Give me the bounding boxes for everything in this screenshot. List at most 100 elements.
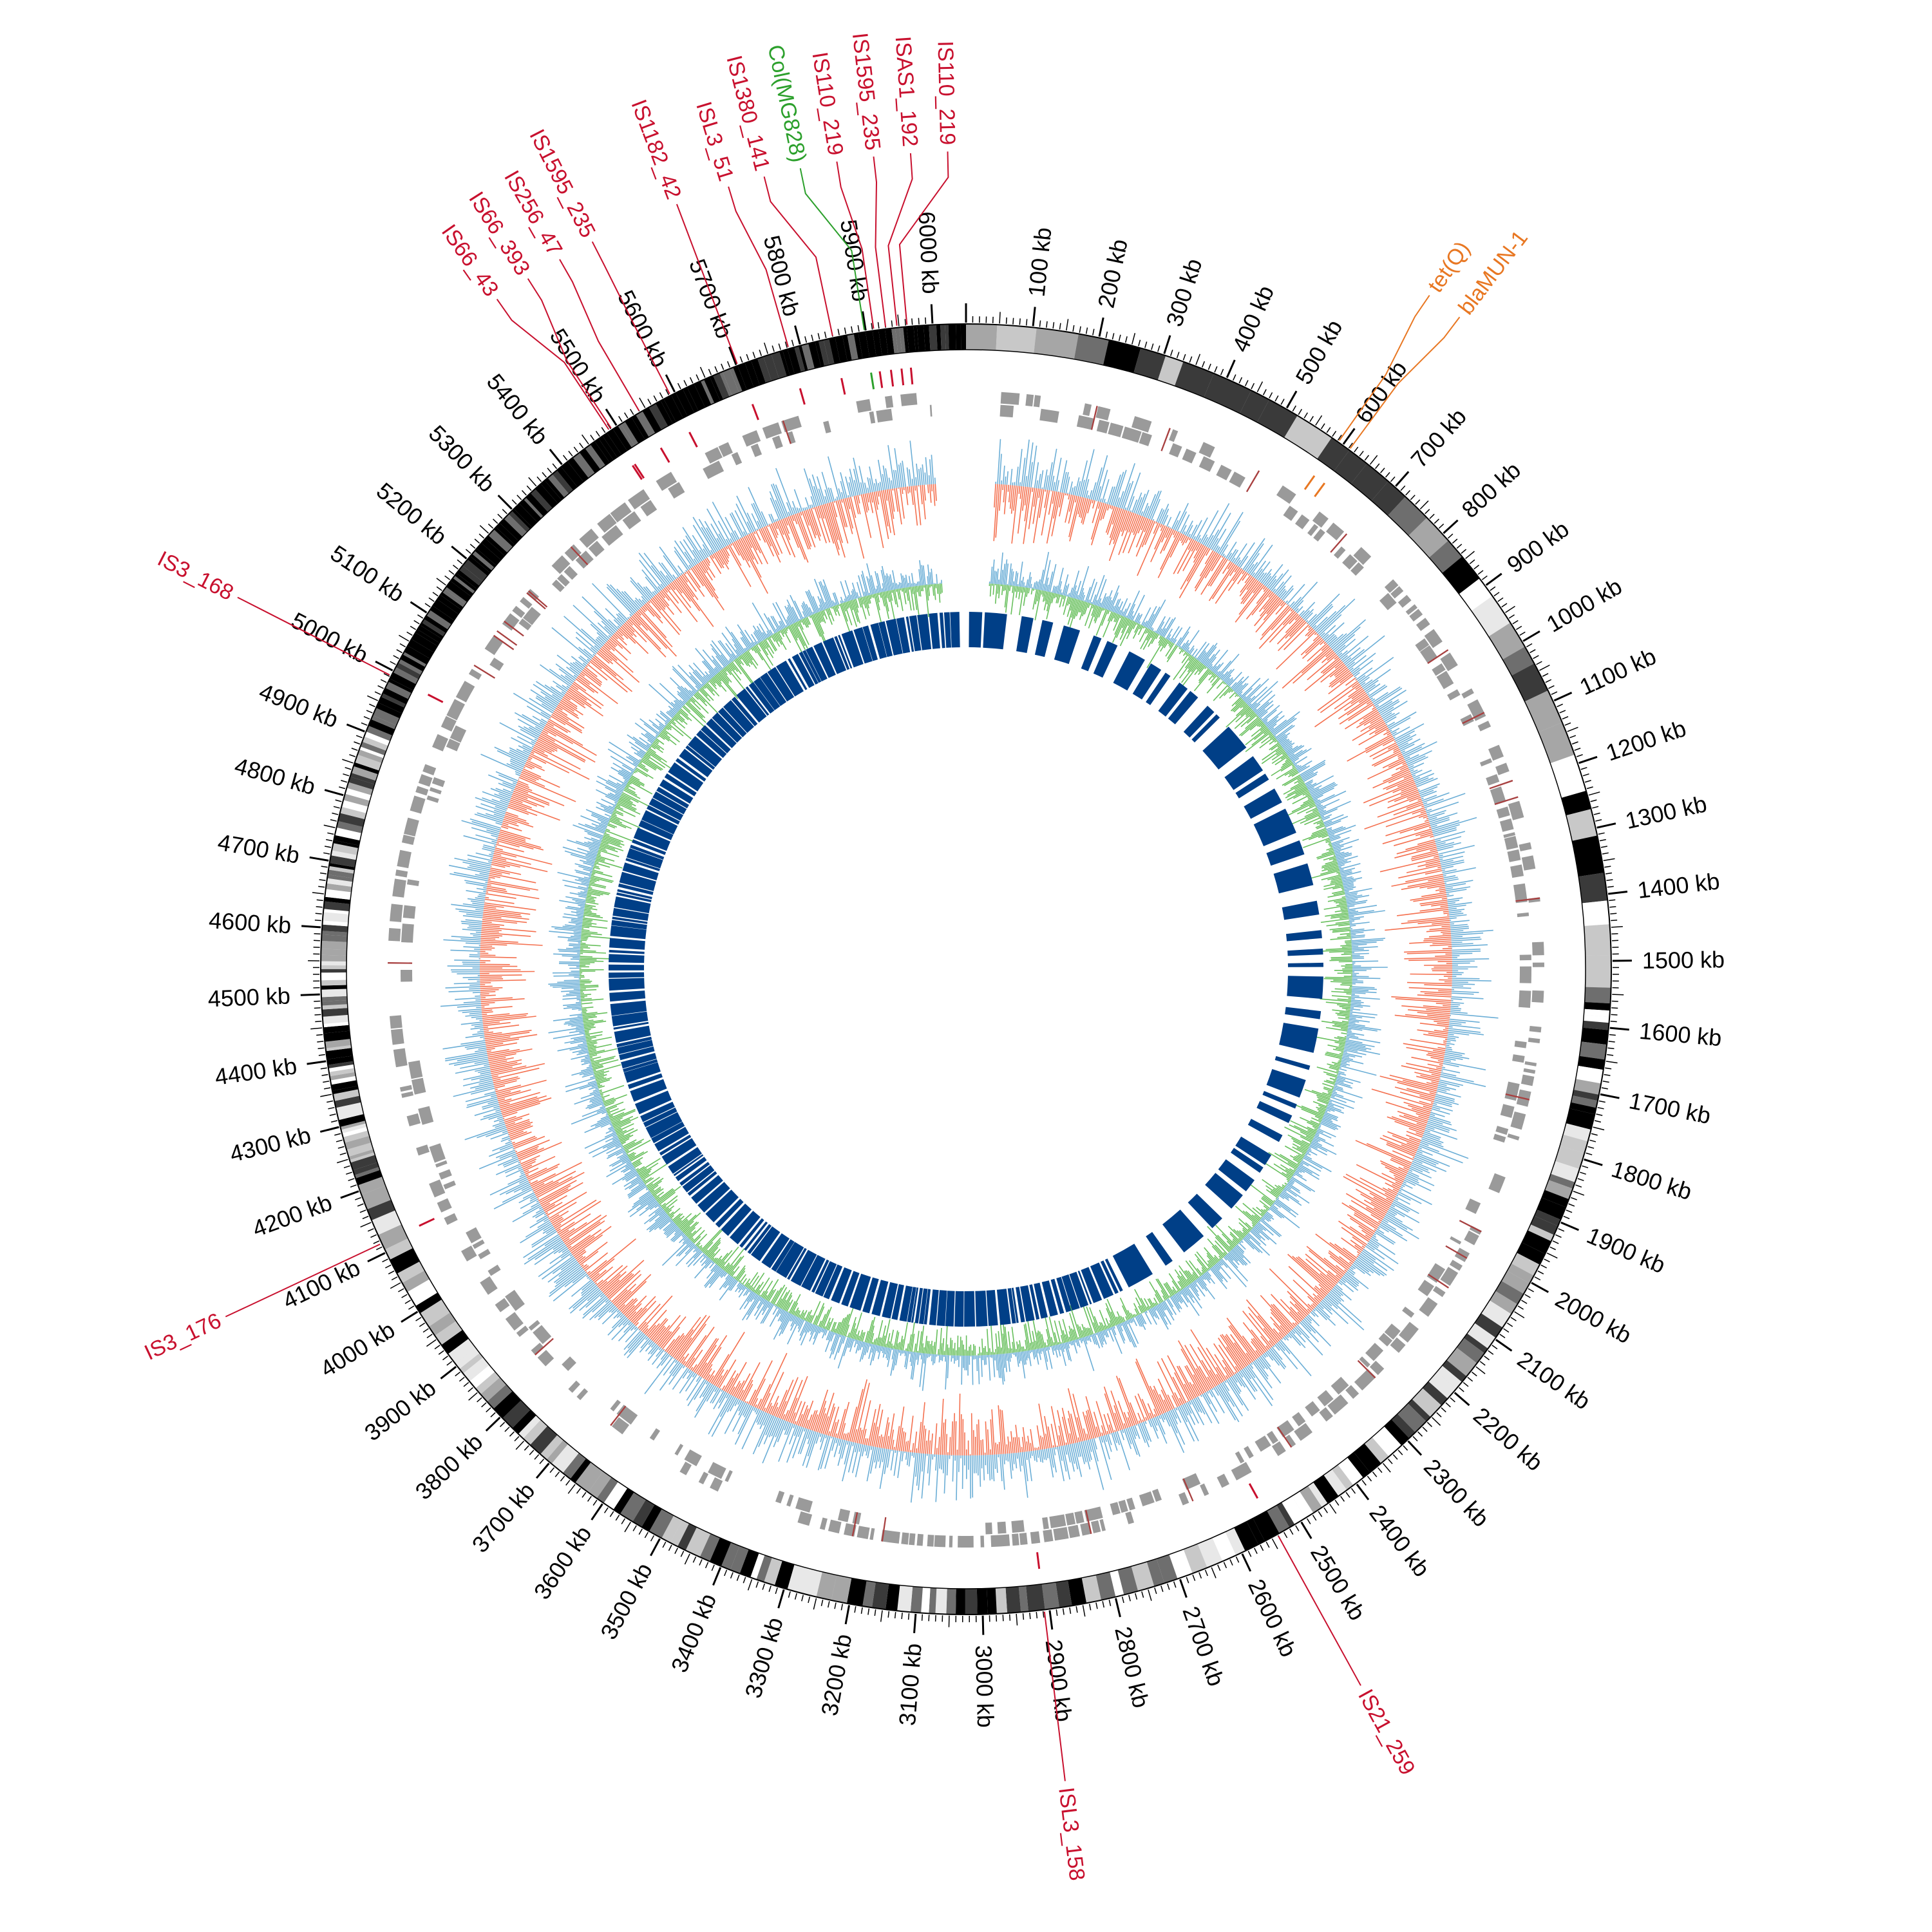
minor-tick (1334, 1499, 1340, 1506)
tick-label-800: 800 kb (1457, 457, 1526, 523)
minor-tick (432, 592, 439, 597)
minor-tick (1072, 325, 1075, 332)
minor-tick (465, 549, 471, 554)
ideogram-band (1459, 578, 1493, 611)
major-tick (485, 1416, 501, 1432)
gene-block (622, 511, 641, 529)
ideogram-band (512, 1410, 536, 1434)
ideogram-band (1534, 1209, 1561, 1226)
gene-block (1139, 431, 1152, 446)
minor-tick (1189, 356, 1193, 363)
ideogram-band (334, 835, 360, 846)
ideogram-band (751, 358, 766, 385)
ideogram-band (341, 1123, 367, 1133)
minor-tick (894, 1611, 896, 1619)
gene-block (1342, 554, 1358, 570)
minor-tick (1445, 1402, 1451, 1408)
gene-block (705, 447, 723, 464)
ideogram-band (455, 573, 477, 592)
minor-tick (1582, 773, 1589, 777)
homology-block (871, 1280, 889, 1316)
ideogram-band (562, 1453, 586, 1479)
ideogram-band (343, 793, 370, 807)
minor-tick (844, 327, 847, 334)
gene-block (1217, 1473, 1229, 1488)
gene-block (412, 1077, 426, 1095)
ideogram-band (420, 622, 444, 639)
minor-tick (1548, 685, 1555, 689)
gene-block (985, 1522, 992, 1535)
homology-block (896, 617, 911, 654)
gene-block (927, 1535, 934, 1547)
gene-block (703, 460, 724, 479)
gene-block (949, 1535, 953, 1548)
minor-tick (573, 446, 578, 453)
ideogram-band (398, 659, 423, 675)
minor-tick (1380, 468, 1385, 473)
ideogram-band (618, 424, 635, 448)
minor-tick (1575, 1184, 1582, 1188)
minor-tick (1537, 1270, 1544, 1274)
gene-block (916, 1533, 923, 1546)
ideogram-band (540, 480, 562, 504)
gene-block (1440, 1267, 1459, 1286)
minor-tick (1217, 1564, 1221, 1571)
minor-tick (824, 331, 827, 338)
tick-label-1400: 1400 kb (1636, 867, 1721, 904)
gene-block (1229, 471, 1245, 488)
minor-tick (426, 1339, 437, 1347)
minor-tick (552, 463, 558, 469)
ideogram-band (475, 548, 497, 568)
homology-block (654, 1126, 689, 1151)
gene-block (1467, 699, 1486, 721)
gene-block (795, 1497, 813, 1513)
ideogram-band (730, 1546, 749, 1574)
minor-tick (328, 1106, 335, 1110)
minor-tick (1141, 1591, 1144, 1598)
minor-tick (320, 1094, 332, 1097)
minor-tick (1441, 1407, 1446, 1413)
gene-block (1493, 1133, 1506, 1143)
minor-tick (579, 442, 584, 449)
homology-block (1112, 1244, 1153, 1288)
minor-tick (1295, 1525, 1300, 1531)
ideogram-band (1282, 1496, 1306, 1525)
gc-content-track (548, 551, 1388, 1391)
homology-block (939, 612, 945, 649)
gene-block (406, 1113, 421, 1126)
minor-tick (1112, 333, 1115, 340)
major-tick (777, 1589, 785, 1609)
ideogram-band (891, 328, 898, 354)
gene-block (1307, 524, 1319, 536)
homology-block (1034, 1282, 1048, 1319)
homology-block (1029, 1284, 1040, 1320)
ideogram-band (1530, 1216, 1558, 1235)
minor-tick (398, 634, 410, 642)
minor-tick (339, 1152, 346, 1155)
major-tick (367, 1252, 386, 1263)
ideogram-band (787, 347, 801, 374)
gene-block (828, 1519, 842, 1534)
gene-block (750, 443, 762, 457)
homology-block (923, 1289, 931, 1325)
minor-tick (1593, 812, 1600, 815)
ideogram-band (326, 1048, 353, 1059)
annotation-leader (676, 204, 738, 365)
minor-tick (477, 1397, 482, 1403)
minor-tick (674, 1548, 679, 1554)
ideogram-band (446, 581, 471, 602)
gene-block (1359, 1356, 1370, 1368)
ideogram-band (921, 1587, 931, 1614)
minor-tick (784, 341, 788, 348)
insertion-marker (889, 370, 895, 387)
major-tick (324, 789, 344, 797)
ideogram-band (865, 330, 876, 357)
ideogram-band (1026, 1584, 1045, 1612)
minor-tick (413, 620, 420, 625)
minor-tick (468, 1387, 473, 1392)
homology-block (886, 618, 903, 656)
minor-tick (336, 1139, 343, 1142)
ideogram-band (641, 1504, 662, 1531)
gene-block (1524, 1061, 1537, 1066)
minor-tick (595, 431, 600, 437)
